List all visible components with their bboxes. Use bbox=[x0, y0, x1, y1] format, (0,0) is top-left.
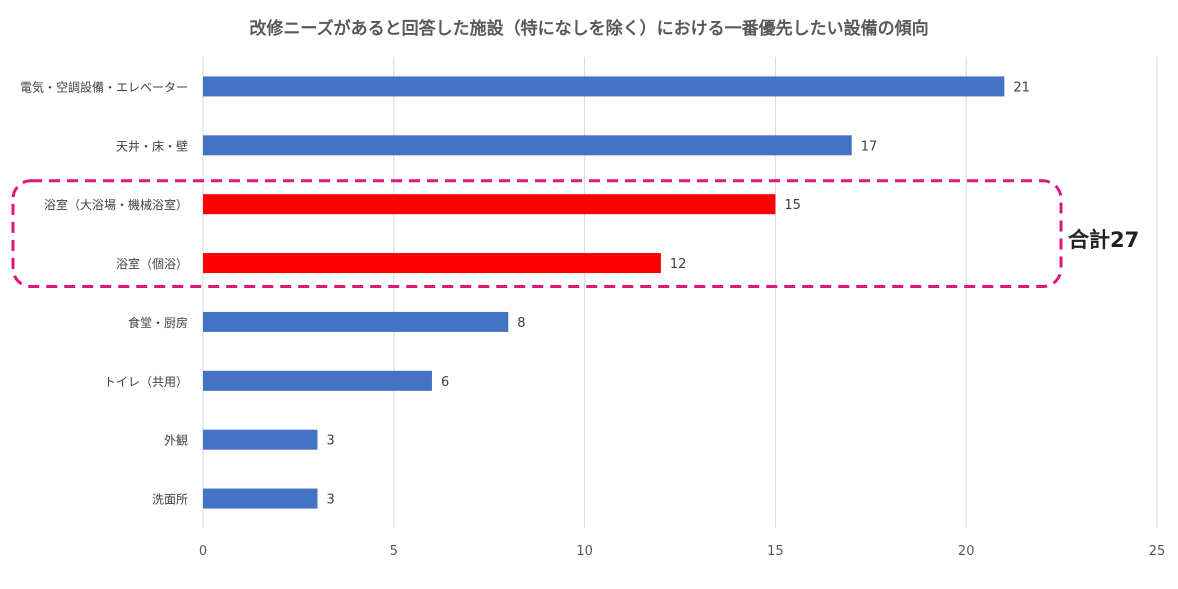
bar bbox=[203, 194, 776, 215]
category-label: 天井・床・壁 bbox=[116, 138, 188, 153]
category-label: 浴室（個浴） bbox=[116, 256, 188, 271]
x-tick-label: 15 bbox=[767, 544, 784, 559]
data-label: 3 bbox=[326, 493, 334, 508]
data-label: 15 bbox=[784, 198, 801, 213]
category-label: トイレ（共用） bbox=[104, 375, 188, 389]
x-tick-label: 20 bbox=[958, 544, 975, 559]
highlight-box bbox=[11, 179, 1063, 288]
data-label: 8 bbox=[517, 316, 525, 331]
bar bbox=[203, 76, 1005, 97]
data-label: 12 bbox=[670, 257, 687, 272]
bar bbox=[203, 311, 509, 332]
category-label: 外観 bbox=[164, 434, 188, 448]
bar bbox=[203, 370, 432, 391]
x-tick-label: 10 bbox=[576, 544, 593, 559]
data-label: 17 bbox=[861, 139, 878, 154]
category-label: 食堂・厨房 bbox=[128, 315, 188, 330]
bar bbox=[203, 429, 318, 450]
total-annotation: 合計27 bbox=[1068, 228, 1140, 252]
data-label: 6 bbox=[441, 375, 449, 390]
bar bbox=[203, 253, 661, 274]
data-label: 21 bbox=[1013, 80, 1030, 95]
bar bbox=[203, 135, 852, 156]
category-label: 洗面所 bbox=[152, 493, 188, 507]
x-tick-label: 5 bbox=[390, 544, 398, 559]
chart-title: 改修ニーズがあると回答した施設（特になしを除く）における一番優先したい設備の傾向 bbox=[249, 19, 929, 39]
bar bbox=[203, 488, 318, 509]
category-label: 浴室（大浴場・機械浴室） bbox=[44, 197, 188, 212]
x-tick-label: 0 bbox=[199, 544, 207, 559]
data-label: 3 bbox=[326, 434, 334, 449]
x-tick-label: 25 bbox=[1149, 544, 1166, 559]
category-label: 電気・空調設備・エレベーター bbox=[20, 79, 188, 94]
